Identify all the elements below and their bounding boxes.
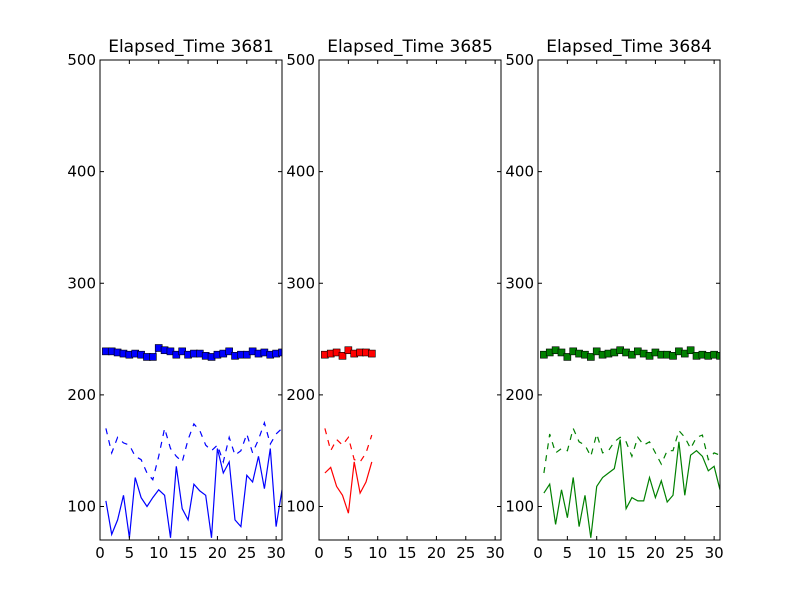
data-layer <box>102 344 282 538</box>
x-tick-label: 0 <box>533 544 543 562</box>
plot-area <box>538 60 720 540</box>
data-point <box>338 352 347 360</box>
axes-frame <box>318 59 502 541</box>
subplot-3: 0 5 10 15 20 25 30 100 200 300 400 500 Elapsed_Time … <box>505 37 723 562</box>
axes-frame <box>99 59 283 541</box>
x-tick-label: 0 <box>314 544 324 562</box>
subplot-2: 0 5 10 15 20 25 30 100 200 300 400 500 Elapsed_Time … <box>286 37 504 562</box>
axes-frame <box>537 59 721 541</box>
y-tick-label: 100 <box>505 498 534 516</box>
x-tick-label: 0 <box>95 544 105 562</box>
data-point <box>716 352 720 360</box>
y-tick-label: 500 <box>286 51 315 69</box>
data-point <box>669 352 677 360</box>
x-tick-label: 5 <box>344 544 354 562</box>
x-tick-label: 20 <box>427 544 446 562</box>
series-line-dashed <box>105 420 282 481</box>
data-layer <box>321 346 376 514</box>
y-tick-label: 200 <box>67 386 96 404</box>
series-line-solid <box>324 461 373 514</box>
subplot-1: 0 5 10 15 20 25 30 100 200 300 400 500 Elapsed_Time … <box>67 37 285 562</box>
y-tick-label: 400 <box>505 163 534 181</box>
x-tick-label: 25 <box>237 544 256 562</box>
y-tick-label: 500 <box>67 51 96 69</box>
x-tick-label: 25 <box>456 544 475 562</box>
x-tick-label: 20 <box>208 544 227 562</box>
y-tick-label: 200 <box>505 386 534 404</box>
x-tick-label: 10 <box>368 544 387 562</box>
data-point <box>149 353 157 361</box>
x-tick-label: 10 <box>149 544 168 562</box>
x-tick-label: 15 <box>398 544 417 562</box>
series-line-dashed <box>543 426 720 474</box>
x-tick-label: 25 <box>675 544 694 562</box>
data-point <box>557 348 566 357</box>
x-tick-label: 5 <box>563 544 573 562</box>
data-layer <box>540 346 720 538</box>
x-tick-label: 30 <box>705 544 724 562</box>
plot-area <box>319 60 501 540</box>
y-tick-label: 400 <box>286 163 315 181</box>
data-point <box>278 348 282 357</box>
x-tick-label: 15 <box>617 544 636 562</box>
subplot-title: Elapsed_Time 3681 <box>108 37 274 57</box>
data-point <box>587 353 595 361</box>
y-tick-label: 400 <box>67 163 96 181</box>
y-tick-label: 300 <box>67 274 96 292</box>
y-tick-label: 100 <box>67 498 96 516</box>
series-line-dashed <box>324 428 373 463</box>
y-tick-label: 200 <box>286 386 315 404</box>
x-tick-label: 10 <box>587 544 606 562</box>
x-tick-label: 30 <box>267 544 286 562</box>
data-point <box>563 353 572 361</box>
y-tick-label: 300 <box>286 274 315 292</box>
plot-area <box>100 60 282 540</box>
subplot-title: Elapsed_Time 3684 <box>546 37 712 57</box>
y-tick-label: 100 <box>286 498 315 516</box>
series-line-solid <box>543 439 720 538</box>
data-point <box>368 349 376 358</box>
y-tick-label: 500 <box>505 51 534 69</box>
x-tick-label: 20 <box>646 544 665 562</box>
data-point <box>225 347 233 356</box>
x-tick-label: 5 <box>125 544 135 562</box>
series-line-solid <box>105 448 282 538</box>
x-tick-label: 15 <box>179 544 198 562</box>
data-point <box>686 346 695 355</box>
y-tick-label: 300 <box>505 274 534 292</box>
subplot-title: Elapsed_Time 3685 <box>327 37 493 57</box>
x-tick-label: 30 <box>486 544 505 562</box>
